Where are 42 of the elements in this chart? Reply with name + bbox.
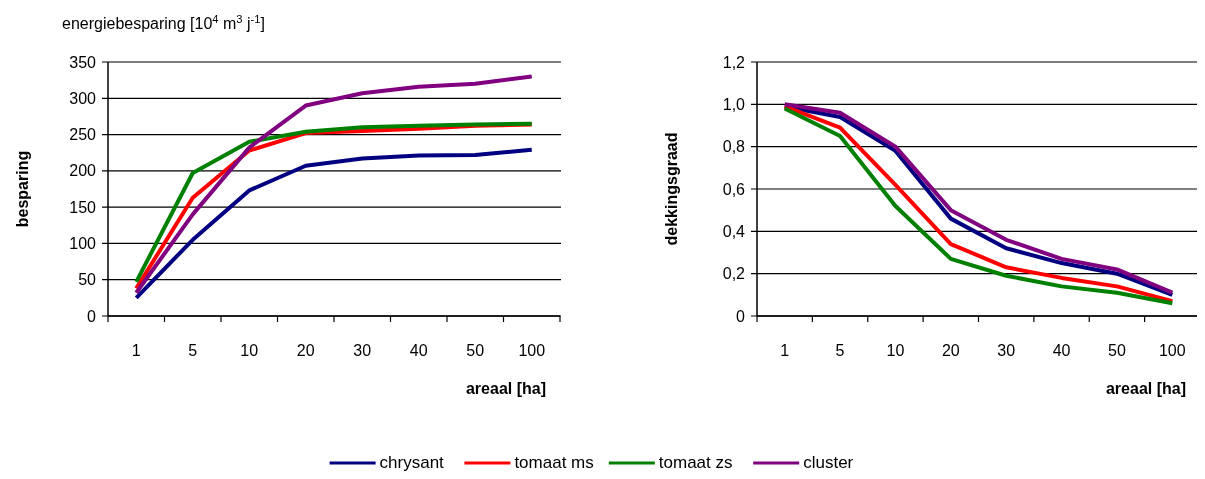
y-tick-label: 0,8: [722, 138, 746, 156]
x-tick-label: 100: [1158, 342, 1186, 359]
legend-label: cluster: [803, 453, 854, 472]
x-tick-label: 20: [296, 342, 315, 359]
y-tick-label: 250: [69, 126, 97, 144]
legend-label: chrysant: [379, 453, 445, 472]
legend-label: tomaat zs: [658, 453, 733, 472]
y-tick-label: 350: [69, 53, 97, 71]
y-tick-label: 1,2: [722, 53, 746, 71]
x-axis-title: areaal [ha]: [1105, 380, 1186, 397]
y-tick-label: 0: [736, 307, 746, 325]
x-axis-title: areaal [ha]: [465, 380, 546, 397]
x-tick-label: 30: [997, 342, 1016, 359]
line-series: [134, 147, 534, 300]
x-tick-label: 50: [466, 342, 485, 359]
y-tick-label: 0: [87, 307, 97, 325]
y-tick-label: 200: [69, 162, 97, 180]
y-axis-title: besparing: [14, 150, 31, 228]
x-tick-label: 10: [886, 342, 905, 359]
legend-label: tomaat ms: [514, 453, 594, 472]
y-tick-label: 300: [69, 89, 97, 107]
x-tick-label: 100: [518, 342, 546, 359]
x-tick-label: 30: [353, 342, 372, 359]
y-tick-label: 0,2: [722, 265, 746, 283]
y-tick-label: 0,4: [722, 222, 746, 240]
y-tick-label: 150: [69, 198, 97, 216]
x-tick-label: 40: [409, 342, 428, 359]
x-tick-label: 5: [835, 342, 845, 359]
y-tick-label: 1,0: [722, 95, 746, 113]
x-tick-label: 1: [131, 342, 141, 359]
x-tick-label: 20: [941, 342, 960, 359]
x-tick-label: 5: [188, 342, 198, 359]
x-tick-label: 40: [1052, 342, 1071, 359]
y-tick-label: 50: [78, 271, 97, 289]
line-series: [134, 74, 534, 295]
x-tick-label: 1: [780, 342, 790, 359]
chart-title: energiebesparing [10$^{4}$ m$^{3}$ j$^{-1}$]: [62, 13, 265, 32]
x-tick-label: 10: [240, 342, 259, 359]
x-tick-label: 50: [1108, 342, 1126, 359]
y-tick-label: 0,6: [722, 180, 746, 198]
y-axis-title: dekkingsgraad: [663, 132, 680, 246]
y-tick-label: 100: [69, 235, 97, 253]
